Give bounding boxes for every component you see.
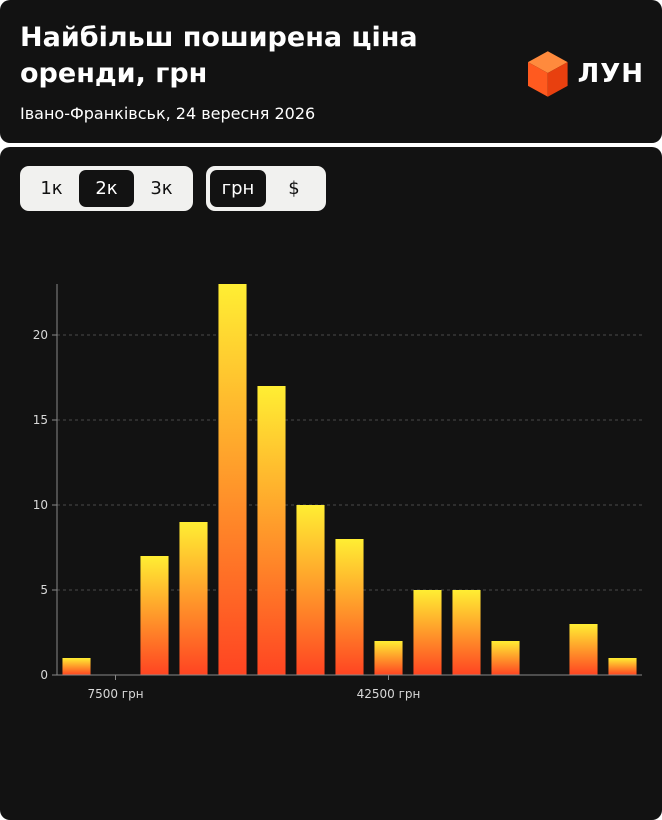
histogram-bar[interactable] — [452, 590, 481, 675]
histogram-bar[interactable] — [374, 641, 403, 675]
histogram-bar[interactable] — [413, 590, 442, 675]
y-tick-label: 15 — [33, 413, 48, 427]
header-card: Найбільш поширена ціна оренди, грн Івано… — [0, 0, 662, 143]
histogram-bar[interactable] — [140, 556, 169, 675]
y-tick-label: 5 — [40, 583, 48, 597]
histogram-bar[interactable] — [218, 284, 247, 675]
histogram-bar[interactable] — [179, 522, 208, 675]
histogram-bar[interactable] — [569, 624, 598, 675]
page-subtitle: Івано-Франківськ, 24 вересня 2026 — [20, 104, 316, 123]
brand-logo-text: ЛУН — [577, 59, 644, 89]
rooms-option-2k[interactable]: 2к — [79, 170, 134, 207]
rooms-option-1k[interactable]: 1к — [40, 178, 63, 199]
histogram-bar[interactable] — [62, 658, 91, 675]
currency-option-uah[interactable]: грн — [210, 170, 266, 207]
histogram-bar[interactable] — [296, 505, 325, 675]
currency-option-usd[interactable]: $ — [288, 178, 300, 199]
histogram-bar[interactable] — [491, 641, 520, 675]
y-tick-label: 10 — [33, 498, 48, 512]
y-tick-label: 0 — [40, 668, 48, 682]
currency-selector: грн $ — [206, 166, 326, 211]
chart-card — [0, 147, 662, 820]
histogram-bar[interactable] — [257, 386, 286, 675]
x-tick-label: 42500 грн — [357, 687, 421, 701]
y-tick-label: 20 — [33, 328, 48, 342]
histogram-bar[interactable] — [335, 539, 364, 675]
page-title: Найбільш поширена ціна оренди, грн — [20, 22, 418, 89]
rooms-selector: 1к 2к 3к — [20, 166, 193, 211]
histogram-bar[interactable] — [608, 658, 637, 675]
rooms-option-3k[interactable]: 3к — [150, 178, 173, 199]
brand-logo: ЛУН — [528, 51, 644, 97]
x-tick-label: 7500 грн — [87, 687, 143, 701]
orange-cube-logo-icon — [528, 51, 568, 97]
